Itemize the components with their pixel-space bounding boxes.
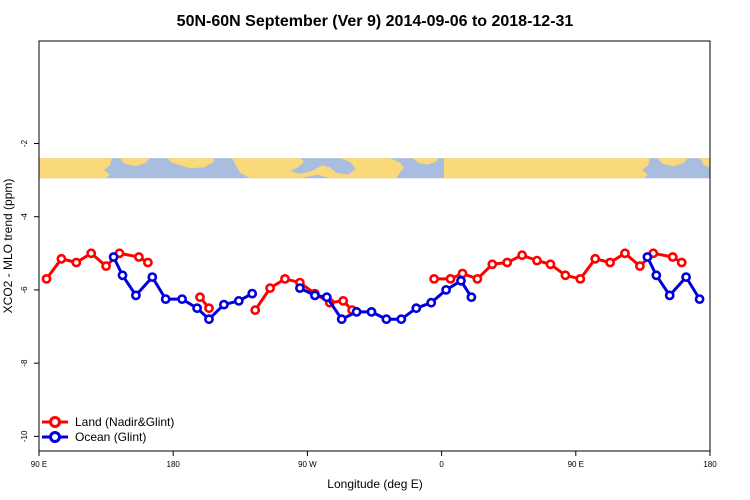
series-point-ocean [218,299,229,310]
series-point-land [86,248,97,259]
series-layer [41,248,705,325]
series-point-land [575,273,586,284]
series-land [41,248,687,315]
y-tick-label: -10 [20,430,29,442]
series-point-ocean [396,314,407,325]
series-point-ocean [309,290,320,301]
series-point-ocean [130,290,141,301]
x-axis-label: Longitude (deg E) [327,477,422,491]
series-point-ocean [426,297,437,308]
legend-item-ocean: Ocean (Glint) [42,430,146,444]
y-tick-label: -2 [20,139,29,147]
series-point-land [532,255,542,266]
legend: Land (Nadir&Glint) Ocean (Glint) [42,415,174,444]
series-point-ocean [642,252,653,262]
map-land-kamchatka [120,158,150,167]
x-tick-label: 180 [703,460,717,469]
series-point-ocean [147,272,158,282]
map-land-north-america [232,158,404,179]
map-land-greenland-iceland [412,158,438,165]
series-point-land [280,273,290,284]
series-point-land [605,257,615,268]
map-land-eurasia-east [444,158,650,179]
plot-frame [38,40,711,452]
series-point-land [41,273,52,284]
series-point-ocean [681,272,691,282]
series-point-land [590,253,601,264]
map-land-alaska [168,158,214,169]
y-tick-label: -4 [20,213,29,221]
series-point-land [195,292,205,303]
series-point-ocean [664,290,675,301]
map-landmasses [39,158,710,179]
series-point-ocean [177,294,187,304]
series-point-land [101,261,111,271]
series-point-land [502,257,513,268]
series-line-ocean [112,256,253,321]
series-point-land [142,257,153,268]
series-point-ocean [411,303,422,314]
series-point-ocean [108,252,119,262]
series-point-ocean [694,294,705,304]
series-point-land [472,273,483,284]
map-land-kamchatka-2 [658,158,688,167]
x-tick-label: 90 E [568,460,584,469]
series-point-ocean [651,270,662,281]
series-point-land [545,259,556,270]
series-point-ocean [466,292,477,303]
legend-label-ocean: Ocean (Glint) [75,430,146,444]
series-point-land [133,252,144,262]
series-point-land [517,250,527,261]
series-point-land [445,273,456,284]
series-point-ocean [117,270,128,281]
legend-marker-land [49,416,61,428]
y-axis-label: XCO2 - MLO trend (ppm) [1,179,15,314]
y-tick-label: -6 [20,286,29,294]
legend-marker-ocean [49,431,61,443]
legend-item-land: Land (Nadir&Glint) [42,415,174,429]
series-point-ocean [381,314,392,325]
x-tick-label: 90 E [31,460,47,469]
x-axis-ticks: 90 E 180 90 W 0 90 E 180 [31,451,717,469]
x-tick-label: 180 [167,460,181,469]
series-point-land [338,295,349,306]
x-tick-label: 0 [439,460,444,469]
series-point-ocean [321,292,332,303]
series-point-ocean [247,288,258,299]
y-tick-label: -8 [20,359,29,367]
series-point-land [71,257,82,268]
legend-label-land: Land (Nadir&Glint) [75,415,174,429]
series-point-land [204,303,214,314]
series-point-land [667,252,678,262]
map-band [39,158,710,179]
series-point-ocean [336,314,347,325]
series-point-land [635,261,645,271]
series-point-land [56,253,67,264]
series-point-ocean [160,294,171,304]
series-point-land [265,283,275,293]
map-land-eurasia-west [39,158,112,179]
series-ocean [108,252,705,325]
series-point-land [620,248,630,259]
x-tick-label: 90 W [298,460,317,469]
series-point-ocean [233,295,244,306]
series-point-land [250,305,261,315]
series-point-land [429,273,439,284]
series-point-land [487,259,498,270]
series-point-land [676,257,687,268]
series-point-ocean [456,275,466,286]
series-point-ocean [192,303,202,314]
series-point-land [560,270,571,281]
series-point-ocean [204,314,214,325]
series-point-ocean [294,283,305,293]
y-axis-ticks: -2 -4 -6 -8 -10 [20,139,39,442]
plot-border [38,40,711,452]
chart-title: 50N-60N September (Ver 9) 2014-09-06 to … [177,13,574,30]
map-land-alaska-2 [700,158,710,168]
series-point-ocean [441,284,451,295]
series-point-ocean [366,306,377,317]
series-point-ocean [351,306,362,317]
